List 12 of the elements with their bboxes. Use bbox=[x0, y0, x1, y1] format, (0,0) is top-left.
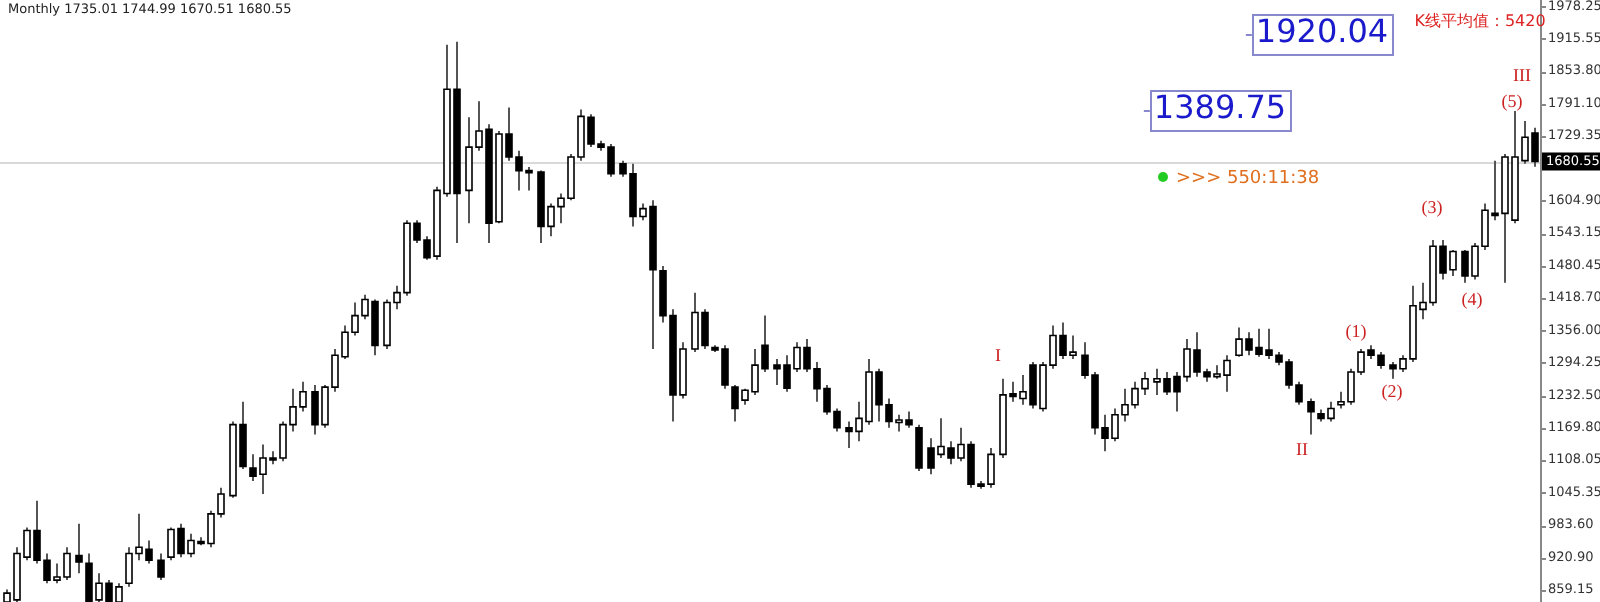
annotation: (5) bbox=[1501, 90, 1523, 111]
annotation: (2) bbox=[1381, 380, 1403, 401]
annotation: >>> 550:11:38 bbox=[1176, 168, 1320, 189]
annotation: (4) bbox=[1461, 288, 1483, 309]
annotation: K线平均值：5420 bbox=[1414, 12, 1546, 31]
annotation: I bbox=[995, 344, 1001, 365]
annotation: (3) bbox=[1421, 196, 1443, 217]
annotation: (1) bbox=[1345, 320, 1367, 341]
annotation: II bbox=[1296, 438, 1308, 459]
annotation: 1920.04 bbox=[1255, 12, 1389, 51]
annotation: 1389.75 bbox=[1153, 88, 1287, 127]
annotation: III bbox=[1513, 64, 1531, 85]
